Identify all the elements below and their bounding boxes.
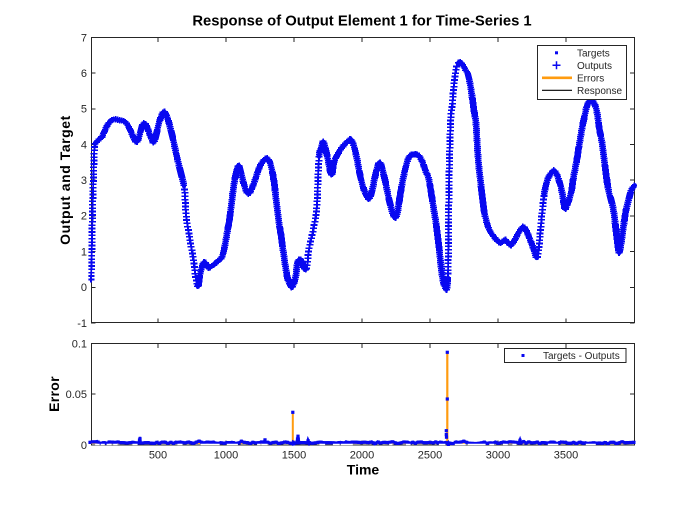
svg-text:0.05: 0.05 <box>66 389 87 401</box>
svg-text:1500: 1500 <box>282 450 306 462</box>
svg-text:7: 7 <box>81 32 87 44</box>
svg-text:2: 2 <box>81 211 87 223</box>
svg-text:Time: Time <box>347 462 380 478</box>
svg-text:0.1: 0.1 <box>72 338 87 350</box>
svg-text:Targets: Targets <box>577 48 610 59</box>
svg-text:5: 5 <box>81 104 87 116</box>
svg-text:500: 500 <box>149 450 167 462</box>
svg-text:Response of Output Element 1 f: Response of Output Element 1 for Time-Se… <box>192 14 531 30</box>
svg-text:1000: 1000 <box>214 450 238 462</box>
svg-text:0: 0 <box>81 282 87 294</box>
svg-text:Targets - Outputs: Targets - Outputs <box>543 351 620 362</box>
svg-text:3000: 3000 <box>486 450 510 462</box>
svg-text:-1: -1 <box>77 318 87 330</box>
svg-text:2500: 2500 <box>418 450 442 462</box>
svg-text:3: 3 <box>81 175 87 187</box>
svg-text:3500: 3500 <box>554 450 578 462</box>
svg-text:Output and Target: Output and Target <box>57 115 73 245</box>
svg-text:6: 6 <box>81 68 87 80</box>
svg-text:1: 1 <box>81 246 87 258</box>
svg-text:Errors: Errors <box>577 73 604 84</box>
svg-text:Error: Error <box>46 376 62 412</box>
svg-text:Response: Response <box>577 86 622 97</box>
svg-text:2000: 2000 <box>350 450 374 462</box>
svg-text:0: 0 <box>81 440 87 452</box>
svg-text:Outputs: Outputs <box>577 61 612 72</box>
svg-text:4: 4 <box>81 139 87 151</box>
